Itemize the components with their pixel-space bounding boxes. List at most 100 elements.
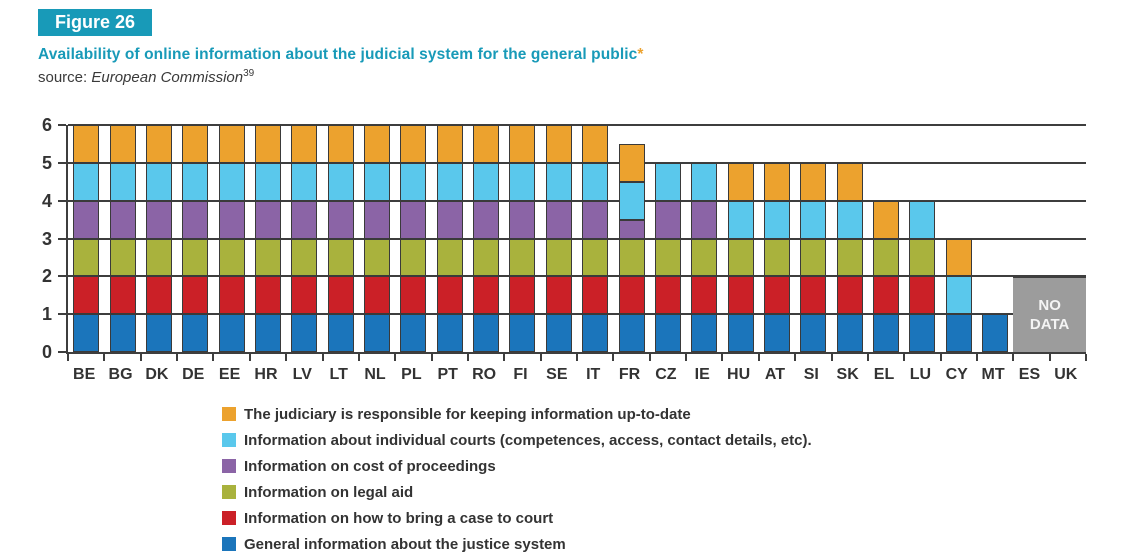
bar-segment-blue: [618, 314, 645, 352]
bar-segment-olive: [291, 238, 318, 277]
bar-segment-orange: [763, 162, 790, 201]
bar-segment-olive: [582, 238, 609, 277]
bar-segment-red: [291, 276, 318, 315]
x-axis-label-uk: UK: [1054, 366, 1078, 383]
bar-segment-red: [182, 276, 209, 315]
bar-segment-blue: [436, 314, 463, 352]
legend-item: Information about individual courts (com…: [222, 427, 812, 453]
x-axis-tick: [430, 354, 433, 361]
bar-segment-orange: [836, 162, 863, 201]
legend-label: Information about individual courts (com…: [244, 431, 812, 449]
title-asterisk: *: [637, 46, 644, 63]
y-axis-tick: [58, 124, 66, 126]
x-axis-tick: [1085, 354, 1087, 361]
x-axis-tick: [103, 354, 106, 361]
bar-segment-red: [582, 276, 609, 315]
bar-segment-cyan: [400, 162, 427, 201]
bar-segment-blue: [364, 314, 391, 352]
bar-segment-cyan: [473, 162, 500, 201]
gridline: [68, 275, 1086, 278]
bar-segment-blue: [545, 314, 572, 352]
x-axis-label-ee: EE: [218, 366, 241, 383]
bar-segment-orange: [727, 162, 754, 201]
x-axis-label-el: EL: [873, 366, 895, 383]
olive-swatch: [222, 485, 236, 499]
x-axis-label-it: IT: [586, 366, 601, 383]
bar-segment-olive: [727, 238, 754, 277]
x-axis-tick: [866, 354, 869, 361]
bar-segment-olive: [473, 238, 500, 277]
figure-title: Availability of online information about…: [38, 46, 644, 64]
bar-segment-olive: [400, 238, 427, 277]
bar-segment-blue: [763, 314, 790, 352]
x-axis-tick: [248, 354, 251, 361]
bar-segment-cyan: [654, 162, 681, 201]
bar-segment-cyan: [109, 162, 136, 201]
bar-segment-orange: [582, 125, 609, 163]
bar-segment-blue: [109, 314, 136, 352]
bar-segment-orange: [618, 143, 645, 182]
x-axis-tick: [721, 354, 724, 361]
bar-segment-blue: [73, 314, 100, 352]
bar-segment-blue: [654, 314, 681, 352]
bar-segment-red: [109, 276, 136, 315]
x-axis-tick: [466, 354, 469, 361]
x-axis-label-lv: LV: [292, 366, 312, 383]
bar-segment-purple: [436, 200, 463, 239]
y-axis-tick: [58, 237, 66, 240]
bar-segment-olive: [836, 238, 863, 277]
bar-segment-purple: [218, 200, 245, 239]
bar-segment-orange: [545, 125, 572, 163]
x-axis-tick: [1048, 354, 1051, 361]
x-axis-label-fi: FI: [513, 366, 528, 383]
bar-segment-orange: [945, 238, 972, 277]
x-axis-tick: [830, 354, 833, 361]
bar-segment-olive: [327, 238, 354, 277]
bar-segment-cyan: [291, 162, 318, 201]
gridline: [68, 124, 1086, 126]
bar-segment-blue: [945, 314, 972, 352]
figure-badge-label: Figure 26: [55, 12, 136, 32]
bar-segment-blue: [291, 314, 318, 352]
bar-segment-purple: [400, 200, 427, 239]
x-axis-label-hu: HU: [727, 366, 751, 383]
x-axis-tick: [285, 354, 288, 361]
bar-segment-cyan: [763, 200, 790, 239]
figure-badge: Figure 26: [38, 9, 153, 36]
bar-segment-red: [400, 276, 427, 315]
purple-swatch: [222, 459, 236, 473]
gridline: [68, 161, 1086, 164]
bar-segment-purple: [545, 200, 572, 239]
bar-segment-olive: [763, 238, 790, 277]
bar-segment-blue: [327, 314, 354, 352]
bar-segment-purple: [327, 200, 354, 239]
bar-segment-orange: [436, 125, 463, 163]
bar-segment-orange: [291, 125, 318, 163]
bar-segment-cyan: [836, 200, 863, 239]
bar-segment-orange: [473, 125, 500, 163]
bar-segment-orange: [364, 125, 391, 163]
bar-segment-red: [436, 276, 463, 315]
bar-segment-cyan: [254, 162, 281, 201]
plot-area: NO DATA: [66, 124, 1087, 361]
legend-item: Information on how to bring a case to co…: [222, 505, 812, 531]
no-data-label-line: DATA: [1029, 316, 1070, 334]
bar-segment-blue: [182, 314, 209, 352]
x-axis-label-mt: MT: [981, 366, 1005, 383]
legend-label: General information about the justice sy…: [244, 535, 566, 553]
orange-swatch: [222, 407, 236, 421]
bar-segment-blue: [145, 314, 172, 352]
x-axis: BE BG DK DE EE HR LV LT NL PL PT RO FI SE IT FR CZ IE HU AT…: [66, 366, 1084, 388]
figure-title-text: Availability of online information about…: [38, 46, 638, 63]
x-axis-label-cy: CY: [945, 366, 968, 383]
bar-segment-olive: [509, 238, 536, 277]
y-axis-label: 4: [41, 190, 52, 211]
x-axis-tick: [975, 354, 978, 361]
bar-segment-purple: [582, 200, 609, 239]
bar-segment-red: [509, 276, 536, 315]
legend-item: The judiciary is responsible for keeping…: [222, 401, 812, 427]
legend-label: Information on how to bring a case to co…: [244, 509, 554, 527]
bar-segment-purple: [691, 200, 718, 239]
gridline: [68, 313, 1086, 316]
y-axis-label: 2: [41, 266, 52, 287]
